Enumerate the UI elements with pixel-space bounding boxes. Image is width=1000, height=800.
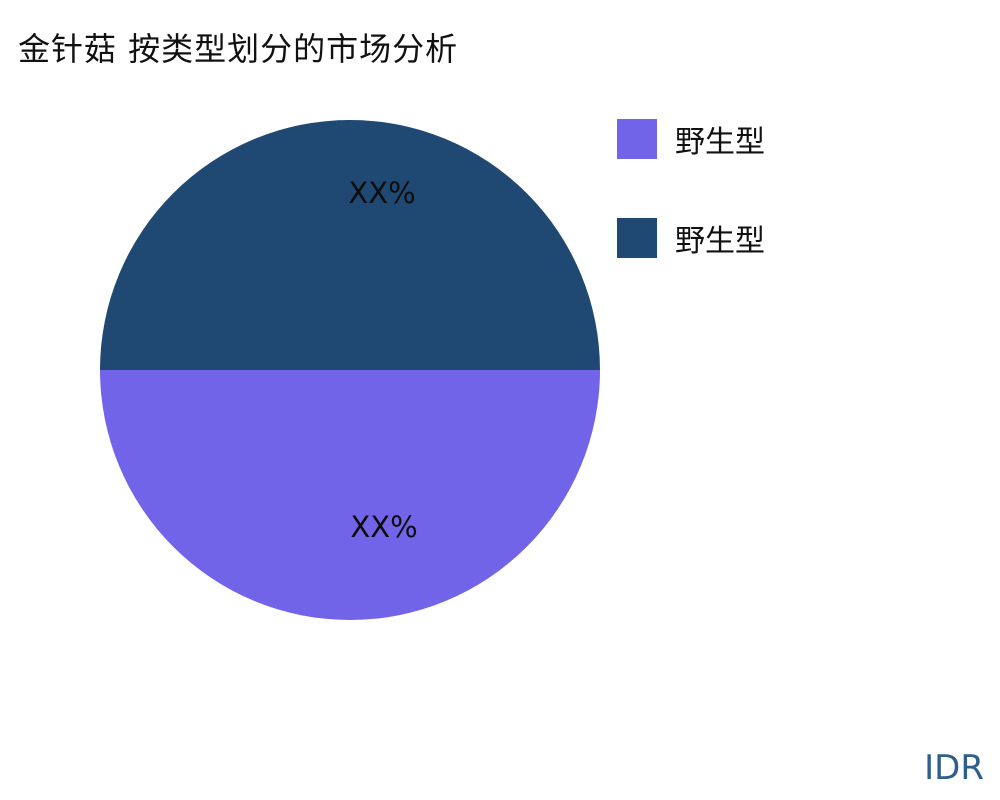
legend-item-wild-blue: 野生型: [617, 218, 765, 259]
pie-svg: [100, 120, 600, 620]
chart-title: 金针菇 按类型划分的市场分析: [18, 30, 459, 68]
legend-swatch-purple: [617, 119, 657, 159]
legend-swatch-darkblue: [617, 218, 657, 258]
pie-slice-label-top: XX%: [348, 176, 416, 210]
legend-item-wild-purple: 野生型: [617, 119, 765, 160]
legend-label: 野生型: [675, 125, 765, 160]
pie-chart: XX% XX%: [100, 120, 600, 620]
pie-slice-bottom: [100, 370, 600, 620]
currency-watermark: IDR: [924, 748, 984, 788]
legend-label: 野生型: [675, 224, 765, 259]
pie-slice-label-bottom: XX%: [350, 510, 418, 544]
pie-slice-top: [100, 120, 600, 370]
